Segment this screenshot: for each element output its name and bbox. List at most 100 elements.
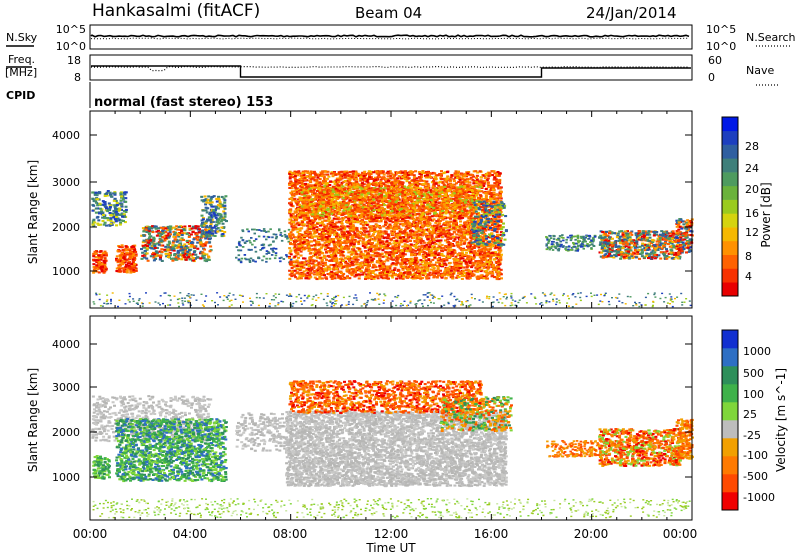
echo-pixel xyxy=(91,209,95,212)
echo-pixel xyxy=(174,244,178,247)
echo-pixel xyxy=(103,260,107,263)
echo-pixel xyxy=(202,234,206,237)
echo-pixel xyxy=(246,228,249,231)
echo-pixel xyxy=(341,233,344,236)
echo-pixel xyxy=(213,208,217,211)
echo-pixel xyxy=(421,228,425,231)
echo-pixel xyxy=(120,203,124,206)
echo-pixel xyxy=(206,229,210,232)
echo-pixel xyxy=(113,206,117,209)
echo-pixel xyxy=(211,220,215,223)
echo-pixel xyxy=(352,245,356,248)
echo-pixel xyxy=(101,265,105,268)
echo-pixel xyxy=(476,270,480,273)
echo-pixel xyxy=(202,256,206,259)
echo-pixel xyxy=(379,274,383,277)
echo-pixel xyxy=(96,258,100,261)
echo-pixel xyxy=(458,234,462,237)
echo-pixel xyxy=(355,174,359,177)
echo-pixel xyxy=(168,227,172,230)
echo-pixel xyxy=(241,230,245,233)
echo-pixel xyxy=(158,237,162,240)
echo-pixel xyxy=(432,269,436,272)
echo-pixel xyxy=(468,178,472,181)
echo-pixel xyxy=(167,252,171,255)
echo-pixel xyxy=(218,202,222,205)
echo-pixel xyxy=(112,209,116,212)
echo-pixel xyxy=(147,231,151,234)
echo-pixel xyxy=(291,193,295,196)
echo-pixel xyxy=(478,256,482,259)
cpid-panel: CPID normal (fast stereo) 153 xyxy=(6,82,273,110)
echo-pixel xyxy=(167,253,171,256)
echo-pixel xyxy=(244,242,247,244)
echo-pixel xyxy=(293,173,297,176)
echo-pixel xyxy=(353,216,357,219)
echo-pixel xyxy=(128,252,132,255)
echo-pixel xyxy=(97,257,101,260)
echo-pixel xyxy=(110,214,114,217)
echo-pixel xyxy=(188,253,191,256)
echo-pixel xyxy=(222,205,226,208)
echo-pixel xyxy=(214,230,218,233)
echo-pixel xyxy=(204,209,208,212)
echo-pixel xyxy=(465,183,469,186)
echo-pixel xyxy=(468,230,472,233)
echo-pixel xyxy=(483,256,487,259)
echo-pixel xyxy=(332,217,336,220)
echo-pixel xyxy=(484,238,488,241)
echo-pixel xyxy=(321,262,325,265)
echo-pixel xyxy=(118,250,121,253)
echo-pixel xyxy=(216,230,220,233)
echo-pixel xyxy=(168,225,172,228)
echo-pixel xyxy=(114,199,118,202)
echo-pixel xyxy=(145,230,149,233)
echo-pixel xyxy=(415,177,418,180)
echo-pixel xyxy=(457,225,461,228)
echo-pixel xyxy=(343,171,347,174)
echo-pixel xyxy=(296,253,300,256)
echo-pixel xyxy=(216,219,220,222)
echo-pixel xyxy=(311,184,315,187)
echo-pixel xyxy=(346,237,350,240)
echo-pixel xyxy=(237,249,241,252)
echo-pixel xyxy=(216,214,220,217)
echo-pixel xyxy=(166,234,170,237)
date-label: 24/Jan/2014 xyxy=(586,4,677,22)
echo-pixel xyxy=(187,239,191,242)
echo-pixel xyxy=(191,253,195,256)
echo-pixel xyxy=(370,229,373,232)
echo-pixel xyxy=(262,228,266,230)
echo-pixel xyxy=(364,217,368,220)
echo-pixel xyxy=(290,187,294,190)
echo-pixel xyxy=(210,196,214,199)
echo-pixel xyxy=(434,174,438,177)
echo-pixel xyxy=(205,211,209,214)
echo-pixel xyxy=(104,266,108,269)
echo-pixel xyxy=(352,230,356,233)
echo-pixel xyxy=(200,214,204,217)
echo-pixel xyxy=(428,271,432,274)
echo-pixel xyxy=(290,270,294,273)
echo-pixel xyxy=(344,237,348,240)
echo-pixel xyxy=(393,245,397,248)
echo-pixel xyxy=(405,180,409,183)
echo-pixel xyxy=(264,231,268,233)
echo-pixel xyxy=(413,245,417,248)
echo-pixel xyxy=(439,239,443,242)
echo-pixel xyxy=(411,267,415,270)
echo-pixel xyxy=(222,234,226,237)
echo-pixel xyxy=(359,179,363,182)
echo-pixel xyxy=(223,213,227,216)
echo-pixel xyxy=(438,241,442,244)
echo-pixel xyxy=(96,262,100,265)
echo-pixel xyxy=(91,220,95,223)
echo-pixel xyxy=(350,252,354,255)
echo-pixel xyxy=(360,265,364,268)
echo-pixel xyxy=(215,197,219,200)
echo-pixel xyxy=(146,244,149,247)
echo-pixel xyxy=(446,236,450,239)
echo-pixel xyxy=(378,243,382,246)
echo-pixel xyxy=(285,254,288,256)
echo-pixel xyxy=(243,254,247,256)
